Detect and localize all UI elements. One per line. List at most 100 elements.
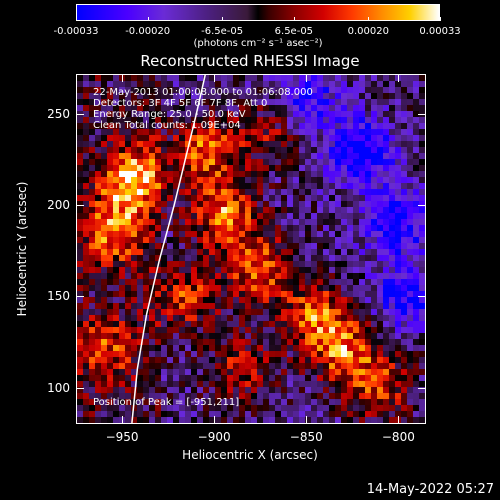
heatmap-cell bbox=[89, 81, 96, 88]
heatmap-cell bbox=[215, 321, 222, 328]
heatmap-cell bbox=[401, 261, 408, 268]
heatmap-cell bbox=[77, 117, 84, 124]
heatmap-cell bbox=[185, 393, 192, 400]
heatmap-cell bbox=[179, 279, 186, 286]
heatmap-cell bbox=[419, 81, 425, 88]
heatmap-cell bbox=[77, 399, 84, 406]
heatmap-cell bbox=[173, 225, 180, 232]
heatmap-cell bbox=[323, 333, 330, 340]
heatmap-cell bbox=[281, 105, 288, 112]
heatmap-cell bbox=[89, 285, 96, 292]
heatmap-cell bbox=[125, 309, 132, 316]
heatmap-cell bbox=[113, 87, 120, 94]
heatmap-cell bbox=[89, 87, 96, 94]
heatmap-cell bbox=[83, 231, 90, 238]
heatmap-cell bbox=[377, 129, 384, 136]
heatmap-cell bbox=[299, 81, 306, 88]
heatmap-cell bbox=[131, 411, 138, 418]
heatmap-cell bbox=[419, 303, 425, 310]
heatmap-cell bbox=[221, 207, 228, 214]
heatmap-cell bbox=[227, 117, 234, 124]
heatmap-cell bbox=[317, 243, 324, 250]
heatmap-cell bbox=[359, 321, 366, 328]
heatmap-cell bbox=[77, 159, 84, 166]
heatmap-cell bbox=[155, 351, 162, 358]
heatmap-cell bbox=[233, 147, 240, 154]
heatmap-cell bbox=[389, 363, 396, 370]
heatmap-cell bbox=[203, 231, 210, 238]
heatmap-cell bbox=[329, 171, 336, 178]
heatmap-cell bbox=[167, 411, 174, 418]
heatmap-cell bbox=[269, 195, 276, 202]
heatmap-cell bbox=[107, 135, 114, 142]
heatmap-cell bbox=[143, 105, 150, 112]
heatmap-cell bbox=[335, 309, 342, 316]
heatmap-cell bbox=[227, 135, 234, 142]
heatmap-cell bbox=[275, 177, 282, 184]
heatmap-cell bbox=[143, 159, 150, 166]
heatmap-cell bbox=[299, 321, 306, 328]
heatmap-cell bbox=[329, 357, 336, 364]
heatmap-cell bbox=[395, 93, 402, 100]
heatmap-cell bbox=[131, 405, 138, 412]
heatmap-cell bbox=[149, 93, 156, 100]
heatmap-cell bbox=[131, 321, 138, 328]
heatmap-cell bbox=[191, 225, 198, 232]
heatmap-cell bbox=[299, 381, 306, 388]
heatmap-cell bbox=[341, 117, 348, 124]
heatmap-cell bbox=[359, 237, 366, 244]
heatmap-cell bbox=[413, 309, 420, 316]
heatmap-cell bbox=[353, 381, 360, 388]
heatmap-cell bbox=[413, 141, 420, 148]
heatmap-cell bbox=[239, 111, 246, 118]
heatmap-cell bbox=[317, 189, 324, 196]
heatmap-cell bbox=[311, 177, 318, 184]
heatmap-cell bbox=[413, 75, 420, 82]
heatmap-cell bbox=[83, 207, 90, 214]
heatmap-cell bbox=[221, 255, 228, 262]
heatmap-cell bbox=[389, 405, 396, 412]
heatmap-cell bbox=[101, 387, 108, 394]
heatmap-cell bbox=[341, 327, 348, 334]
heatmap-cell bbox=[173, 177, 180, 184]
heatmap-cell bbox=[197, 213, 204, 220]
heatmap-cell bbox=[419, 183, 425, 190]
heatmap-cell bbox=[407, 321, 414, 328]
heatmap-cell bbox=[179, 273, 186, 280]
heatmap-cell bbox=[143, 327, 150, 334]
heatmap-cell bbox=[227, 177, 234, 184]
heatmap-cell bbox=[395, 129, 402, 136]
heatmap-cell bbox=[155, 165, 162, 172]
heatmap-cell bbox=[299, 261, 306, 268]
heatmap-cell bbox=[287, 267, 294, 274]
heatmap-cell bbox=[143, 339, 150, 346]
heatmap-cell bbox=[161, 207, 168, 214]
heatmap-cell bbox=[173, 321, 180, 328]
colorbar-tick-label: -0.00020 bbox=[125, 26, 171, 37]
heatmap-cell bbox=[347, 303, 354, 310]
heatmap-cell bbox=[299, 135, 306, 142]
heatmap-cell bbox=[125, 405, 132, 412]
heatmap-cell bbox=[287, 393, 294, 400]
heatmap-cell bbox=[335, 321, 342, 328]
heatmap-cell bbox=[131, 327, 138, 334]
heatmap-cell bbox=[155, 321, 162, 328]
heatmap-cell bbox=[137, 327, 144, 334]
heatmap-cell bbox=[179, 339, 186, 346]
heatmap-cell bbox=[323, 261, 330, 268]
heatmap-cell bbox=[347, 291, 354, 298]
heatmap-cell bbox=[209, 183, 216, 190]
heatmap-cell bbox=[149, 153, 156, 160]
heatmap-cell bbox=[197, 321, 204, 328]
heatmap-cell bbox=[161, 357, 168, 364]
heatmap-cell bbox=[341, 237, 348, 244]
heatmap-cell bbox=[413, 93, 420, 100]
heatmap-cell bbox=[125, 93, 132, 100]
heatmap-cell bbox=[293, 207, 300, 214]
heatmap-cell bbox=[77, 255, 84, 262]
heatmap-cell bbox=[269, 357, 276, 364]
heatmap-cell bbox=[113, 153, 120, 160]
heatmap-cell bbox=[317, 279, 324, 286]
heatmap-cell bbox=[413, 279, 420, 286]
heatmap-cell bbox=[383, 111, 390, 118]
